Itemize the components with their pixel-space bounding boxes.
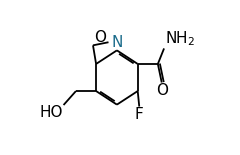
Text: O: O — [94, 30, 106, 45]
Text: F: F — [135, 107, 144, 122]
Text: N: N — [111, 35, 123, 50]
Text: HO: HO — [40, 105, 63, 120]
Text: O: O — [156, 83, 168, 98]
Text: NH$_2$: NH$_2$ — [165, 29, 195, 48]
